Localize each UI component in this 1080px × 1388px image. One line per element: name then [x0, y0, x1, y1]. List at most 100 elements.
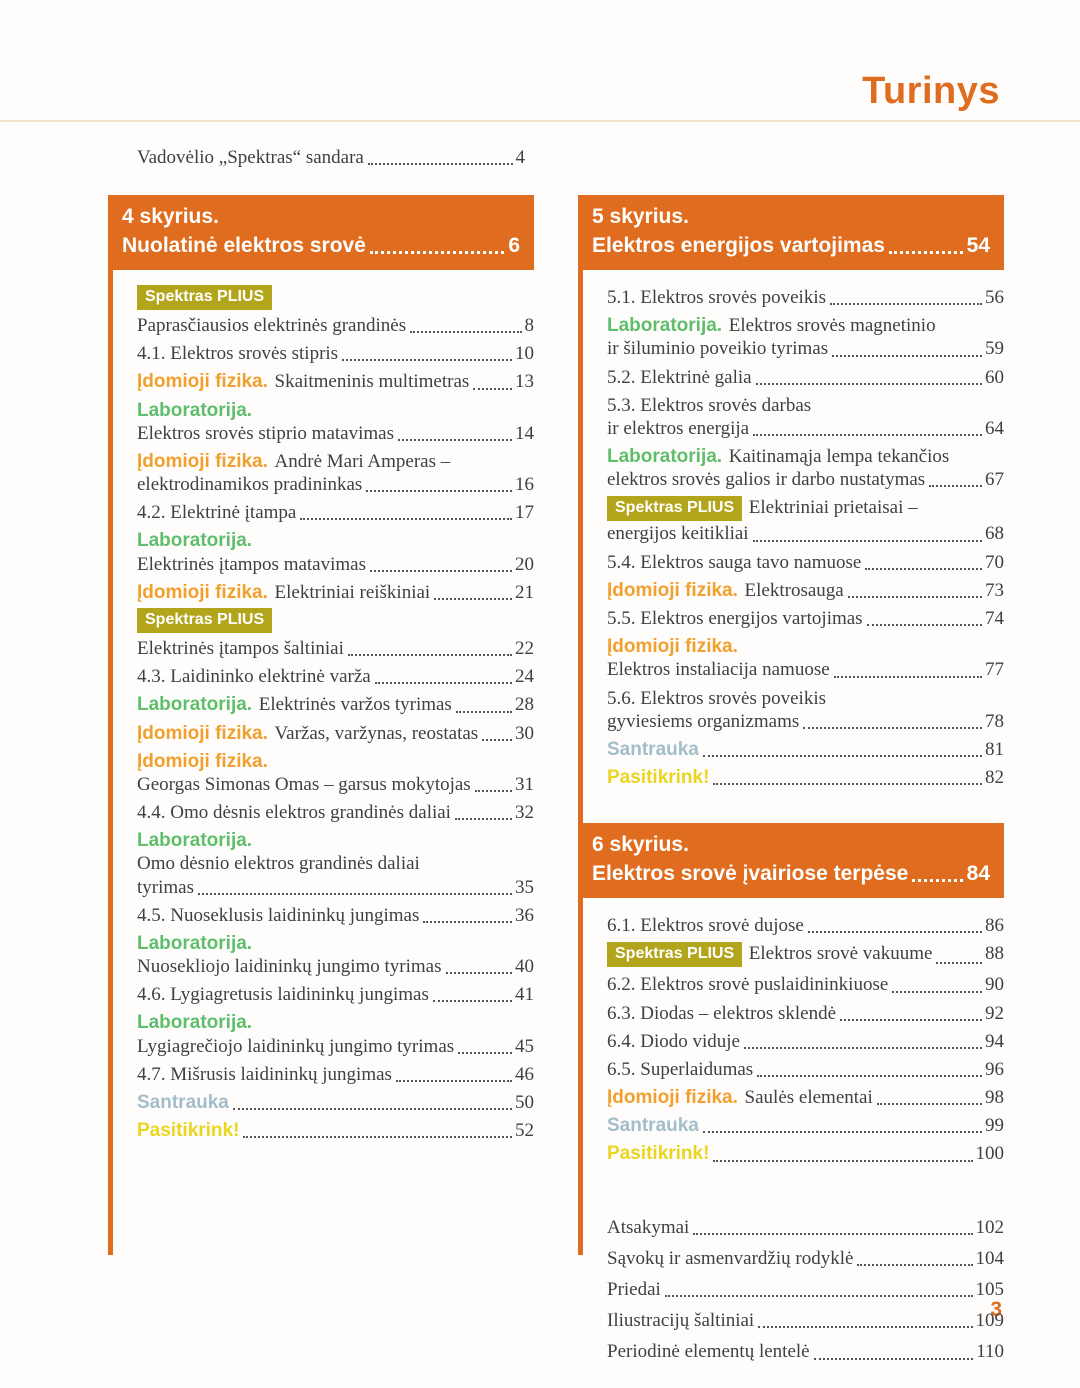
chapter-title: Nuolatinė elektros srovė	[122, 233, 366, 257]
chapter-header: 6 skyrius. Elektros srovė įvairiose terpė…	[578, 823, 1004, 899]
toc-entry: 5.3. Elektros srovės darbas ir elektros e…	[607, 394, 1004, 440]
entry-text: 5.3. Elektros srovės darbas	[607, 394, 812, 416]
dot-leader	[813, 1357, 974, 1360]
toc-entry: 4.2. Elektrinė įtampa 17	[137, 501, 534, 524]
toc-entry-line: Spektras PLIUS	[137, 607, 534, 634]
dot-leader	[936, 962, 982, 965]
entry-text: Elektros srovės magnetinio	[728, 315, 936, 337]
toc-entry: Įdomioji fizika. Georgas Simonas Omas – g…	[137, 750, 534, 796]
toc-entry: Įdomioji fizika. Varžas, varžynas, reosta…	[137, 722, 534, 745]
entry-text: 4.4. Omo dėsnis elektros grandinės dalia…	[137, 802, 451, 824]
dot-leader	[300, 518, 512, 521]
entry-page-number: 22	[515, 637, 534, 659]
toc-entry: 4.6. Lygiagretusis laidininkų jungimas 41	[137, 983, 534, 1006]
toc-entry-line: Įdomioji fizika.	[137, 750, 534, 773]
entry-text: Kaitinamąja lempa tekančios	[728, 446, 950, 468]
toc-entry: Laboratorija. Elektros srovės stiprio mat…	[137, 399, 534, 445]
toc-entry: Spektras PLIUS Elektriniai prietaisai – en…	[607, 496, 1004, 545]
dot-leader	[832, 354, 982, 357]
dot-leader	[702, 1131, 982, 1134]
toc-entry-line: 4.4. Omo dėsnis elektros grandinės dalia…	[137, 801, 534, 824]
entry-page-number: 35	[515, 876, 534, 898]
dot-leader	[713, 783, 982, 786]
entry-text: Skaitmeninis multimetras	[274, 371, 470, 393]
idomioji-fizika-label: Įdomioji fizika.	[607, 579, 738, 601]
dot-leader	[434, 597, 512, 600]
toc-entry: Pasitikrink! 82	[607, 766, 1004, 789]
dot-leader	[347, 654, 512, 657]
toc-entry-line: ir šiluminio poveikio tyrimas 59	[607, 337, 1004, 360]
entry-text: 4.5. Nuoseklusis laidininkų jungimas	[137, 904, 420, 926]
entry-page-number: 41	[515, 984, 534, 1006]
toc-entry-line: Atsakymai 102	[607, 1216, 1004, 1239]
toc-entry-line: Įdomioji fizika. Elektrosauga 73	[607, 579, 1004, 602]
santrauka-label: Santrauka	[607, 1115, 699, 1137]
entry-text: 6.5. Superlaidumas	[607, 1058, 754, 1080]
dot-leader	[367, 163, 513, 166]
entry-page-number: 81	[985, 738, 1004, 760]
back-matter-items: Atsakymai 102 Sąvokų ir asmenvardžių rodyk…	[578, 1200, 1004, 1364]
santrauka-label: Santrauka	[137, 1091, 229, 1113]
toc-entry-line: 6.2. Elektros srovė puslaidininkiuose 90	[607, 973, 1004, 996]
toc-entry-line: 5.4. Elektros sauga tavo namuose 70	[607, 551, 1004, 574]
laboratorija-label: Laboratorija.	[607, 315, 723, 337]
entry-text: Georgas Simonas Omas – garsus mokytojas	[137, 773, 471, 795]
entry-page-number: 73	[985, 579, 1004, 601]
entry-text: Elektros srovės stiprio matavimas	[137, 422, 394, 444]
toc-entry: Santrauka 50	[137, 1091, 534, 1114]
entry-text: energijos keitikliai	[607, 523, 749, 545]
entry-text: 5.4. Elektros sauga tavo namuose	[607, 551, 862, 573]
chapter-section: 6 skyrius. Elektros srovė įvairiose terpė…	[578, 823, 1004, 1165]
toc-entry-line: Įdomioji fizika. Skaitmeninis multimetras…	[137, 370, 534, 393]
laboratorija-label: Laboratorija.	[137, 694, 253, 716]
entry-page-number: 32	[515, 802, 534, 824]
toc-entry: 5.1. Elektros srovės poveikis 56	[607, 286, 1004, 309]
entry-page-number: 46	[515, 1063, 534, 1085]
entry-page-number: 24	[515, 666, 534, 688]
dot-leader	[758, 1326, 973, 1329]
toc-entry: Santrauka 81	[607, 738, 1004, 761]
idomioji-fizika-label: Įdomioji fizika.	[137, 750, 268, 772]
spektras-plius-badge: Spektras PLIUS	[607, 942, 743, 968]
entry-page-number: 50	[515, 1091, 534, 1113]
idomioji-fizika-label: Įdomioji fizika.	[137, 450, 268, 472]
dot-leader	[482, 738, 512, 741]
dot-leader	[397, 438, 512, 441]
entry-text: 4.7. Mišrusis laidininkų jungimas	[137, 1063, 392, 1085]
laboratorija-label: Laboratorija.	[607, 446, 723, 468]
dot-leader	[370, 569, 512, 572]
entry-page-number: 70	[985, 551, 1004, 573]
entry-page-number: 40	[515, 956, 534, 978]
chapter-title-line: Nuolatinė elektros srovė 6	[122, 232, 520, 261]
idomioji-fizika-label: Įdomioji fizika.	[607, 636, 738, 658]
toc-entry-line: 4.2. Elektrinė įtampa 17	[137, 501, 534, 524]
toc-entry: Spektras PLIUS Elektros srovė vakuume 88	[607, 942, 1004, 968]
dot-leader	[752, 539, 982, 542]
entry-page-number: 14	[515, 422, 534, 444]
entry-page-number: 77	[985, 659, 1004, 681]
entry-text: 5.1. Elektros srovės poveikis	[607, 287, 827, 309]
chapter-items: Spektras PLIUS Paprasčiausios elektrinės …	[108, 270, 534, 1142]
left-column: 4 skyrius. Nuolatinė elektros srovė 6 Spekt…	[108, 195, 534, 1147]
dot-leader	[876, 1103, 982, 1106]
entry-text: Elektrinės įtampos šaltiniai	[137, 637, 344, 659]
pasitikrink-label: Pasitikrink!	[607, 1143, 710, 1165]
dot-leader	[474, 790, 512, 793]
entry-text: Periodinė elementų lentelė	[607, 1341, 810, 1363]
dot-leader	[366, 490, 512, 493]
toc-entry-line: Laboratorija.	[137, 932, 534, 955]
entry-page-number: 68	[985, 523, 1004, 545]
entry-page-number: 100	[975, 1143, 1005, 1165]
toc-entry: Laboratorija. Omo dėsnio elektros grandin…	[137, 829, 534, 899]
entry-text: 4.3. Laidininko elektrinė varža	[137, 666, 371, 688]
entry-text: Elektros srovė vakuume	[748, 943, 933, 965]
toc-entry: Pasitikrink! 100	[607, 1142, 1004, 1165]
entry-page-number: 82	[985, 767, 1004, 789]
toc-entry-line: Laboratorija.	[137, 529, 534, 552]
toc-entry-line: Pasitikrink! 100	[607, 1142, 1004, 1165]
left-column-border	[108, 259, 113, 1255]
toc-entry-line: ir elektros energija 64	[607, 417, 1004, 440]
chapter-number: 4 skyrius.	[122, 205, 219, 228]
toc-entry-line: 6.3. Diodas – elektros sklendė 92	[607, 1002, 1004, 1025]
toc-entry: Įdomioji fizika. Elektriniai reiškiniai 21	[137, 581, 534, 604]
